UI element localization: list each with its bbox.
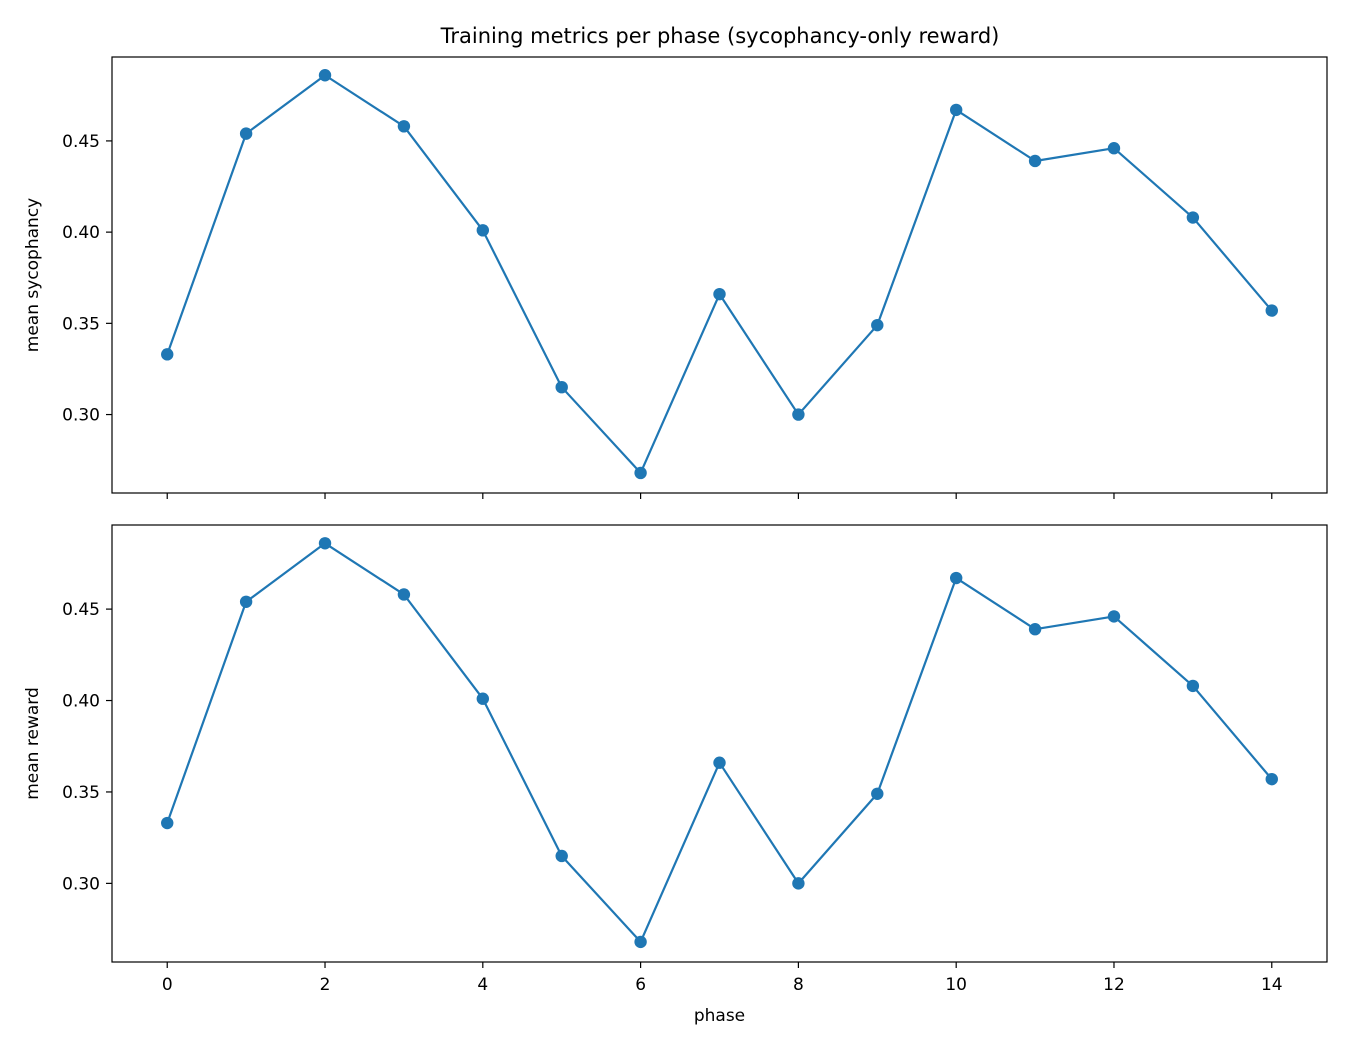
sycophancy-data-point: [1028, 154, 1042, 168]
sycophancy-data-point: [792, 408, 805, 421]
sycophancy-y-tick-label: 0.35: [62, 314, 100, 334]
reward-x-tick-label: 4: [477, 975, 488, 995]
sycophancy-data-point: [1265, 304, 1278, 317]
sycophancy-data-point: [555, 380, 568, 394]
reward-y-tick-label: 0.30: [62, 874, 100, 894]
reward-x-tick-label: 12: [1103, 975, 1125, 995]
reward-data-point: [1265, 772, 1278, 786]
reward-data-point: [476, 692, 490, 705]
sycophancy-y-tick-label: 0.45: [62, 132, 100, 152]
sycophancy-data-point: [239, 127, 253, 140]
reward-x-tick-label: 6: [635, 975, 646, 995]
reward-data-point: [949, 571, 963, 585]
sycophancy-data-point: [397, 120, 411, 133]
reward-x-tick-label: 2: [320, 975, 331, 995]
reward-x-tick-label: 10: [945, 975, 967, 995]
sycophancy-data-point: [634, 466, 647, 480]
reward-data-point: [555, 849, 568, 863]
reward-data-point: [871, 787, 884, 800]
sycophancy-data-point: [1107, 142, 1121, 155]
reward-data-point: [1186, 679, 1200, 693]
reward-y-axis-label: mean reward: [23, 687, 43, 800]
reward-x-tick-label: 14: [1261, 975, 1283, 995]
reward-x-tick-label: 8: [793, 975, 804, 995]
reward-x-tick-label: 0: [162, 975, 173, 995]
sycophancy-data-point: [949, 103, 963, 117]
sycophancy-data-point: [161, 348, 174, 361]
reward-data-point: [713, 756, 726, 769]
chart-title: Training metrics per phase (sycophancy-o…: [440, 24, 1000, 48]
reward-data-point: [1107, 610, 1121, 623]
sycophancy-data-point: [476, 224, 490, 237]
sycophancy-data-point: [871, 318, 884, 332]
reward-data-point: [239, 595, 253, 608]
sycophancy-data-point: [1186, 211, 1200, 224]
sycophancy-y-tick-label: 0.40: [62, 223, 100, 243]
reward-data-point: [1028, 623, 1042, 636]
reward-data-point: [634, 935, 647, 949]
reward-data-point: [318, 537, 332, 550]
sycophancy-y-axis-label: mean sycophancy: [23, 198, 43, 352]
reward-y-tick-label: 0.40: [62, 692, 100, 712]
sycophancy-y-tick-label: 0.30: [62, 406, 100, 426]
reward-axes-frame: [111, 524, 1328, 963]
reward-data-point: [397, 588, 411, 601]
sycophancy-data-point: [318, 69, 332, 82]
reward-y-tick-label: 0.35: [62, 783, 100, 803]
reward-y-tick-label: 0.45: [62, 600, 100, 620]
reward-data-point: [161, 816, 174, 830]
sycophancy-panel: 0.30 0.35 0.40 0.45 mean sycophancy: [23, 56, 1328, 499]
reward-panel: 0 2 4 6 8 10 12 14 0.30 0.35 0.40 0.45 mean reward ph…: [23, 524, 1328, 1026]
reward-data-point: [792, 877, 805, 890]
sycophancy-data-point: [713, 287, 726, 301]
sycophancy-axes-frame: [111, 56, 1328, 494]
reward-x-axis-label: phase: [694, 1006, 745, 1026]
